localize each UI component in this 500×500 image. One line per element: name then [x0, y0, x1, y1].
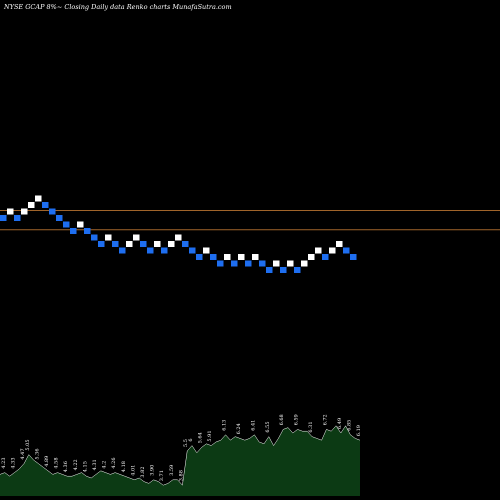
- renko-brick: [217, 260, 224, 267]
- volume-label: 5.5: [183, 439, 189, 447]
- renko-brick: [7, 208, 14, 215]
- renko-brick: [266, 267, 273, 273]
- volume-label: 4.2: [102, 461, 108, 469]
- renko-brick: [203, 247, 210, 254]
- renko-brick: [14, 215, 21, 221]
- volume-label: 6.85: [346, 420, 352, 431]
- renko-brick: [238, 254, 245, 260]
- volume-label: 6.13: [222, 420, 228, 431]
- volume-label: 4.47: [20, 448, 26, 459]
- volume-label: 4.31: [92, 459, 98, 470]
- volume-label: 3.59: [169, 465, 175, 476]
- renko-brick: [77, 221, 84, 228]
- volume-label: 6.31: [308, 421, 314, 432]
- volume-label: 6.24: [236, 423, 242, 434]
- volume-label: 4.89: [44, 456, 50, 467]
- volume-label: 4.15: [82, 461, 88, 472]
- volume-label: 4.36: [63, 461, 69, 472]
- renko-brick: [336, 241, 343, 247]
- renko-brick: [98, 241, 105, 247]
- volume-label: 5.91: [207, 430, 213, 441]
- volume-label: 5.36: [34, 448, 40, 459]
- renko-brick: [322, 254, 329, 260]
- renko-brick: [350, 254, 357, 260]
- renko-brick: [84, 228, 91, 234]
- renko-brick: [49, 208, 56, 215]
- volume-label: 6.19: [356, 425, 362, 436]
- renko-brick: [161, 247, 168, 254]
- volume-label: 4.22: [73, 459, 79, 470]
- renko-brick: [140, 241, 147, 247]
- renko-brick: [175, 234, 182, 241]
- renko-brick: [315, 247, 322, 254]
- volume-label: 4.01: [130, 465, 136, 476]
- renko-brick: [231, 260, 238, 267]
- volume-label: 5.64: [198, 432, 204, 443]
- renko-brick: [329, 247, 336, 254]
- renko-brick: [182, 241, 189, 247]
- volume-label: 4.23: [1, 457, 7, 468]
- renko-brick: [21, 208, 28, 215]
- volume-label: 3.71: [159, 470, 165, 481]
- renko-brick: [252, 254, 259, 260]
- renko-brick: [308, 254, 315, 260]
- renko-brick: [301, 260, 308, 267]
- renko-brick: [245, 260, 252, 267]
- renko-brick: [70, 228, 77, 234]
- renko-brick: [126, 241, 133, 247]
- renko-brick: [210, 254, 217, 260]
- renko-brick: [294, 267, 301, 273]
- renko-brick: [147, 247, 154, 254]
- renko-brick: [196, 254, 203, 260]
- volume-label: 3.90: [150, 465, 156, 476]
- renko-brick: [273, 260, 280, 267]
- volume-label: 3.88: [178, 470, 184, 481]
- volume-label: 5.05: [25, 439, 31, 450]
- renko-brick: [119, 247, 126, 254]
- volume-label: 6: [188, 438, 194, 441]
- volume-label: 6.59: [294, 414, 300, 425]
- volume-area: [0, 425, 360, 496]
- renko-brick: [91, 234, 98, 241]
- renko-brick: [189, 247, 196, 254]
- volume-label: 4.26: [111, 457, 117, 468]
- volume-label: 4.58: [54, 457, 60, 468]
- chart-title: NYSE GCAP 8%~ Closing Daily data Renko c…: [4, 3, 232, 11]
- renko-brick: [56, 215, 63, 221]
- volume-line: [0, 425, 361, 486]
- renko-brick: [63, 221, 70, 228]
- renko-brick: [28, 202, 35, 208]
- renko-brick: [287, 260, 294, 267]
- renko-brick: [105, 234, 112, 241]
- volume-label: 6.72: [322, 414, 328, 425]
- renko-brick: [0, 215, 7, 221]
- renko-brick: [42, 202, 49, 208]
- renko-brick: [168, 241, 175, 247]
- volume-label: 6.55: [265, 421, 271, 432]
- renko-brick: [280, 267, 287, 273]
- volume-label: 4.18: [121, 461, 127, 472]
- renko-brick: [35, 195, 42, 202]
- renko-brick: [133, 234, 140, 241]
- volume-label: 6.41: [250, 420, 256, 431]
- renko-brick: [343, 247, 350, 254]
- renko-brick: [154, 241, 161, 247]
- renko-brick: [112, 241, 119, 247]
- renko-brick: [259, 260, 266, 267]
- renko-brick: [224, 254, 231, 260]
- volume-label: 6.49: [337, 418, 343, 429]
- volume-label: 3.82: [140, 466, 146, 477]
- volume-label: 4.33: [10, 457, 16, 468]
- volume-label: 6.68: [279, 414, 285, 425]
